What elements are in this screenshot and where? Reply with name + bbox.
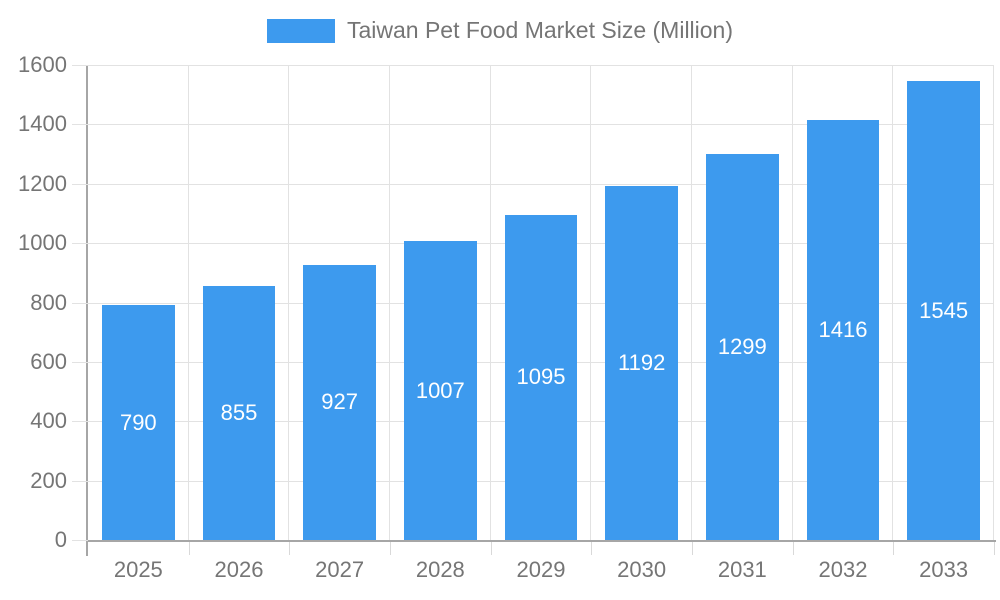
y-axis-tick — [72, 302, 88, 304]
plot-area: 0 200 400 600 800 1000 1200 1400 1600 2025 790 2026… — [18, 52, 996, 582]
bar-2030[interactable]: 1192 — [605, 186, 678, 540]
legend-label: Taiwan Pet Food Market Size (Million) — [346, 17, 734, 43]
x-axis-label: 2027 — [315, 557, 365, 582]
y-axis-label: 400 — [30, 408, 67, 434]
x-axis-label: 2029 — [516, 557, 566, 582]
bar-2031[interactable]: 1299 — [706, 154, 779, 540]
y-axis-tick — [72, 480, 88, 482]
x-axis-line — [86, 540, 996, 542]
y-axis-tick — [72, 540, 88, 541]
y-axis-tick — [72, 361, 88, 363]
y-axis-tick — [72, 421, 88, 423]
bar-2028[interactable]: 1007 — [404, 241, 477, 540]
gridline-vertical — [187, 65, 189, 540]
y-axis-label: 600 — [30, 348, 67, 374]
gridline-vertical — [993, 65, 994, 540]
gridline-vertical — [892, 65, 894, 540]
x-axis-label: 2033 — [919, 557, 969, 582]
bar-value-label: 927 — [321, 389, 359, 415]
gridline-vertical — [791, 65, 793, 540]
y-axis-label: 0 — [54, 527, 67, 552]
x-axis-tick — [390, 542, 391, 555]
gridline-vertical — [389, 65, 390, 540]
x-axis-label: 2026 — [214, 557, 264, 582]
x-axis-label: 2031 — [717, 557, 767, 582]
x-axis-label: 2025 — [113, 557, 163, 582]
x-axis-tick — [490, 542, 492, 555]
gridline-horizontal — [88, 65, 994, 66]
bar-value-label: 1007 — [415, 377, 465, 403]
gridline-horizontal — [88, 124, 994, 126]
x-axis-label: 2032 — [818, 557, 868, 582]
x-axis-tick — [792, 542, 794, 555]
bar-2025[interactable]: 790 — [102, 305, 175, 540]
x-axis-label: 2028 — [415, 557, 465, 582]
legend-item[interactable]: Taiwan Pet Food Market Size (Million) — [266, 17, 734, 44]
legend-swatch — [266, 18, 335, 43]
x-axis-tick — [188, 542, 190, 555]
bar-value-label: 1416 — [818, 316, 868, 342]
y-axis-label: 1400 — [18, 111, 67, 137]
x-axis-tick — [591, 542, 593, 555]
y-axis-label: 800 — [30, 289, 67, 315]
y-axis-line — [86, 65, 88, 556]
y-axis-label: 1200 — [18, 170, 67, 196]
gridline-vertical — [590, 65, 592, 540]
gridline-vertical — [489, 65, 491, 540]
bar-2033[interactable]: 1545 — [907, 81, 980, 540]
bar-2029[interactable]: 1095 — [504, 214, 578, 540]
y-axis-tick — [72, 124, 88, 126]
bar-value-label: 1299 — [717, 334, 767, 360]
y-axis-tick — [72, 65, 88, 66]
x-axis-tick — [692, 542, 693, 555]
bar-2027[interactable]: 927 — [303, 264, 376, 540]
x-axis-tick — [893, 542, 895, 555]
x-axis-tick — [289, 542, 291, 555]
y-axis-label: 200 — [30, 467, 67, 493]
bar-2026[interactable]: 855 — [202, 286, 276, 540]
bar-value-label: 1192 — [618, 350, 666, 376]
x-axis-label: 2030 — [617, 557, 667, 582]
bar-value-label: 790 — [119, 409, 157, 435]
bar-value-label: 1545 — [919, 297, 969, 323]
chart-legend: Taiwan Pet Food Market Size (Million) — [0, 17, 1000, 44]
y-axis-label: 1000 — [18, 230, 67, 256]
gridline-vertical — [288, 65, 290, 540]
bar-2032[interactable]: 1416 — [806, 119, 880, 540]
y-axis-tick — [72, 243, 88, 245]
gridline-horizontal — [88, 183, 994, 185]
y-axis-tick — [72, 183, 88, 185]
gridline-vertical — [691, 65, 692, 540]
bar-value-label: 855 — [220, 400, 258, 426]
bar-value-label: 1095 — [516, 364, 566, 390]
y-axis-label: 1600 — [18, 52, 67, 77]
x-axis-tick — [994, 542, 995, 555]
